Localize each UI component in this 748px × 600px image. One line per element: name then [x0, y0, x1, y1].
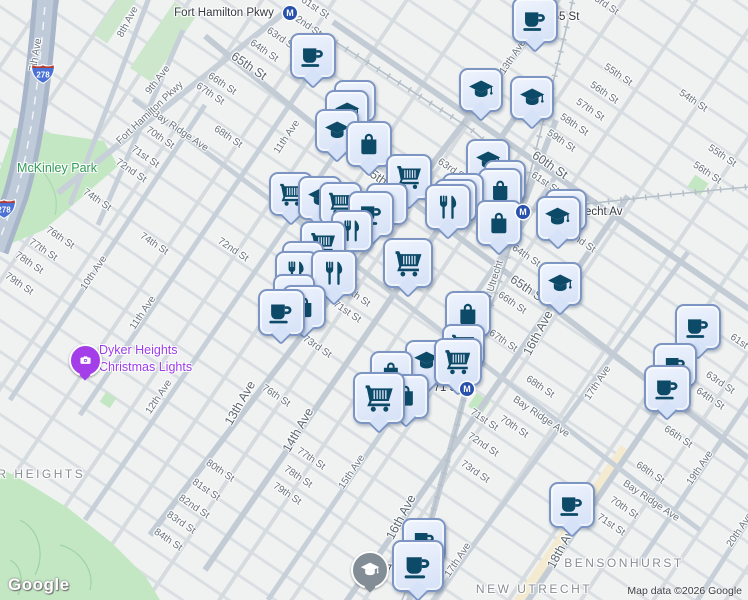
gradcap-marker[interactable]	[535, 195, 581, 251]
i278-shield-icon	[30, 61, 56, 85]
mta-subway-icon: M	[516, 205, 530, 219]
coffee-marker[interactable]	[290, 33, 336, 89]
map-attribution: Map data ©2026 Google	[627, 585, 742, 597]
google-logo[interactable]: Google	[8, 575, 70, 594]
coffee-marker[interactable]	[392, 540, 444, 600]
coffee-marker[interactable]	[549, 482, 595, 538]
cart-marker[interactable]	[383, 238, 433, 298]
gradcap-marker[interactable]	[510, 76, 554, 130]
cart-marker[interactable]	[434, 338, 482, 396]
cart-marker[interactable]	[353, 372, 405, 434]
coffee-marker[interactable]	[512, 0, 558, 53]
gradcap-marker[interactable]	[459, 68, 503, 122]
mta-subway-icon: M	[460, 382, 474, 396]
coffee-marker[interactable]	[643, 364, 691, 422]
bag-marker[interactable]	[476, 200, 522, 256]
restaurant-marker[interactable]	[425, 184, 471, 240]
mta-subway-icon: M	[283, 6, 297, 20]
school-poi-icon[interactable]	[351, 551, 389, 593]
attraction-poi-icon[interactable]	[68, 343, 102, 381]
gradcap-marker[interactable]	[538, 262, 582, 316]
coffee-marker[interactable]	[257, 288, 305, 346]
i278-shield-icon	[0, 196, 17, 220]
bag-marker[interactable]	[346, 121, 392, 177]
